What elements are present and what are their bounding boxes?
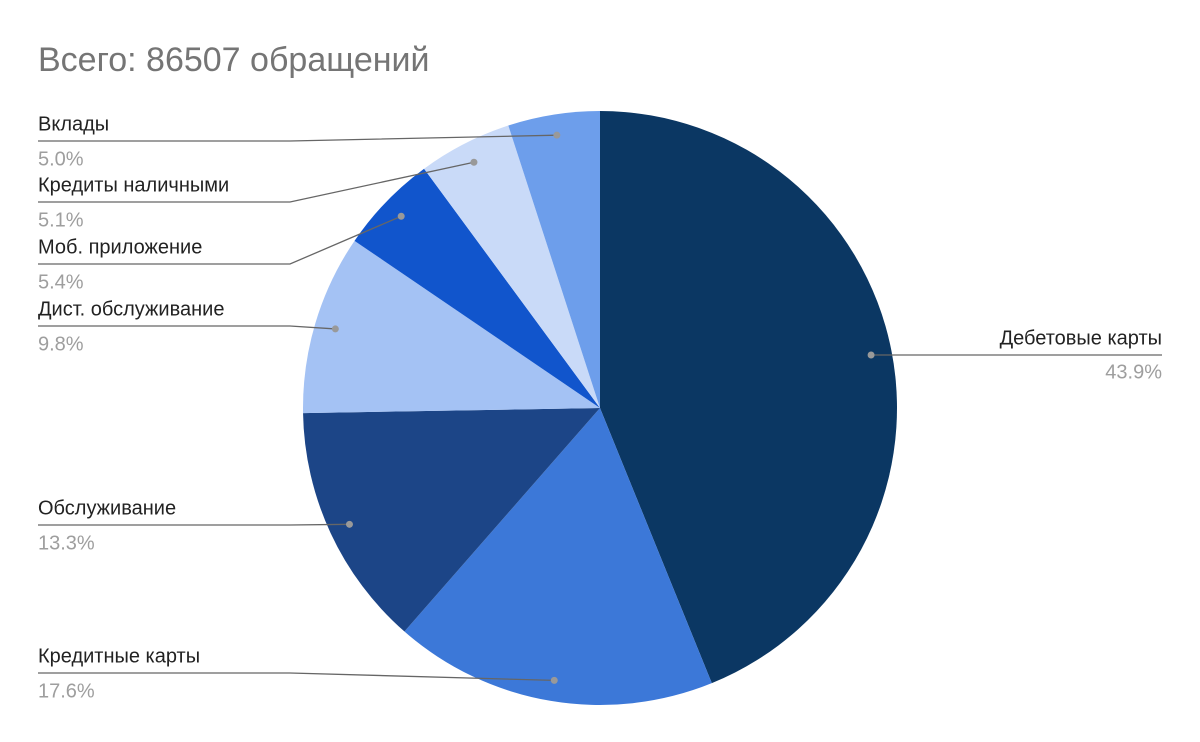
- slice-label: Дист. обслуживание: [38, 298, 224, 320]
- leader-line: [38, 215, 402, 265]
- slice-percent: 5.4%: [38, 271, 84, 293]
- leader-dot: [470, 158, 478, 166]
- slice-percent: 9.8%: [38, 333, 84, 355]
- slice-percent: 5.0%: [38, 148, 84, 170]
- pie-slice: [354, 168, 600, 408]
- leader-line: [38, 672, 555, 682]
- pie-slice: [303, 408, 600, 632]
- leader-dot: [550, 676, 558, 684]
- leader-dot: [331, 325, 339, 333]
- leader-dot: [397, 212, 405, 220]
- pie-slice: [404, 408, 712, 705]
- pie-slice: [600, 111, 897, 684]
- pie-slice: [508, 111, 600, 408]
- slice-label: Моб. приложение: [38, 236, 202, 258]
- leader-line: [38, 523, 350, 526]
- leader-dot: [345, 520, 353, 528]
- slice-label: Вклады: [38, 113, 109, 135]
- pie-slice: [303, 240, 600, 414]
- slice-percent: 13.3%: [38, 532, 95, 554]
- chart-title: Всего: 86507 обращений: [38, 41, 430, 79]
- slice-label: Кредиты наличными: [38, 174, 229, 196]
- slice-label: Кредитные карты: [38, 645, 200, 667]
- leader-dot: [867, 351, 875, 359]
- slice-percent: 5.1%: [38, 209, 84, 231]
- leader-line: [38, 134, 557, 142]
- slice-percent: 17.6%: [38, 680, 95, 702]
- leader-line: [38, 161, 475, 203]
- slice-label: Дебетовые карты: [1000, 327, 1162, 349]
- pie-slice: [424, 125, 600, 409]
- leader-dot: [553, 131, 561, 139]
- slice-label: Обслуживание: [38, 497, 176, 519]
- leader-line: [38, 325, 336, 330]
- slice-percent: 43.9%: [1105, 361, 1162, 383]
